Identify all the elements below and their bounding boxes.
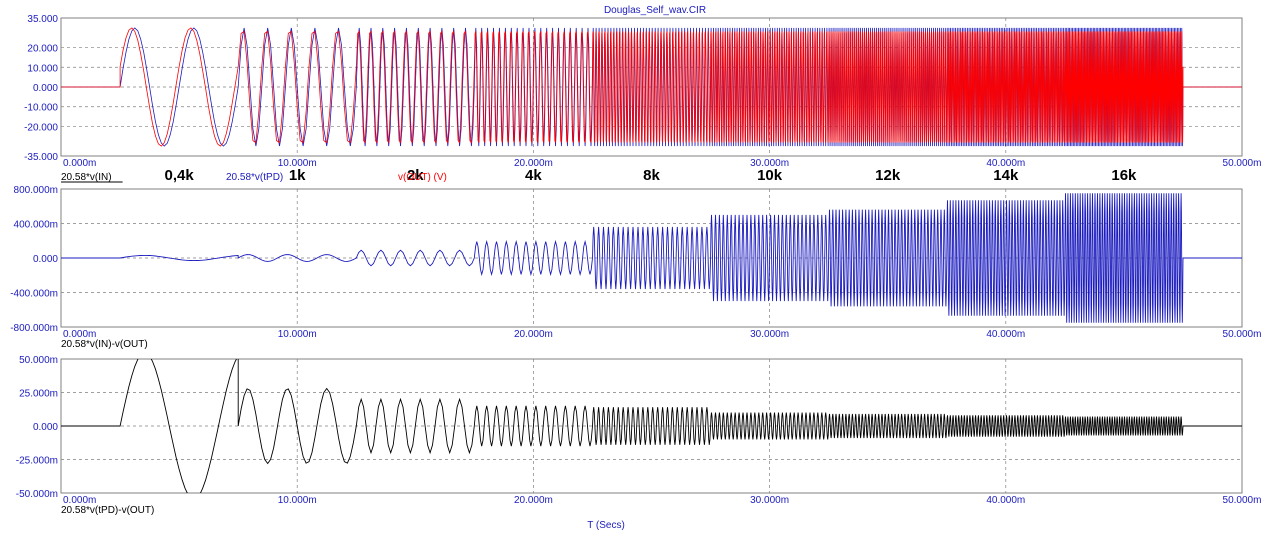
y-tick-label: 0.000 — [33, 254, 58, 265]
y-tick-label: 800.000m — [14, 185, 58, 196]
x-tick-label: 10.000m — [278, 495, 317, 506]
trace-difference — [61, 193, 1242, 323]
frequency-label: 16k — [1111, 167, 1137, 184]
panel-top: 35.000 20.000 10.000 0.000 -10.000 -20.000 -35… — [24, 14, 1261, 184]
y-tick-label: 10.000 — [27, 63, 58, 74]
legend-entry: 20.58*v(IN)-v(OUT) — [61, 339, 148, 350]
y-tick-label: 0.000 — [33, 422, 58, 433]
y-tick-label: -10.000 — [24, 103, 58, 114]
frequency-label: 10k — [757, 167, 783, 184]
x-tick-label: 50.000m — [1223, 329, 1262, 340]
x-tick-label: 20.000m — [514, 158, 553, 169]
y-tick-label: -20.000 — [24, 122, 58, 133]
legend-entry: v(OUT) (V) — [398, 172, 447, 183]
y-tick-label: -50.000m — [16, 489, 58, 500]
x-tick-label: 50.000m — [1223, 158, 1262, 169]
legend-entry: 20.58*v(IN) — [61, 172, 112, 183]
x-tick-label: 0.000m — [63, 495, 96, 506]
x-tick-label: 0.000m — [63, 158, 96, 169]
x-tick-label: 40.000m — [986, 158, 1025, 169]
y-tick-label: -35.000 — [24, 152, 58, 163]
chart-title: Douglas_Self_wav.CIR — [604, 5, 706, 16]
x-tick-label: 50.000m — [1223, 495, 1262, 506]
y-tick-label: 50.000m — [19, 355, 58, 366]
y-tick-label: 25.000m — [19, 389, 58, 400]
x-tick-label: 20.000m — [514, 495, 553, 506]
y-tick-label: -800.000m — [10, 323, 58, 334]
trace-out — [61, 27, 1242, 147]
x-tick-label: 40.000m — [986, 329, 1025, 340]
y-tick-label: 20.000 — [27, 44, 58, 55]
frequency-label: 2k — [407, 167, 424, 184]
x-tick-label: 30.000m — [750, 158, 789, 169]
y-tick-label: -25.000m — [16, 456, 58, 467]
x-tick-label: 10.000m — [278, 158, 317, 169]
panel-middle: 800.000m 400.000m 0.000 -400.000m -800.000m 0… — [10, 185, 1261, 350]
y-tick-label: 0.000 — [33, 83, 58, 94]
frequency-label: 8k — [643, 167, 660, 184]
x-tick-label: 30.000m — [750, 329, 789, 340]
x-tick-label: 10.000m — [278, 329, 317, 340]
trace-difference — [61, 359, 1242, 493]
frequency-label: 14k — [993, 167, 1019, 184]
legend-entry: 20.58*v(tPD) — [226, 172, 283, 183]
x-tick-label: 30.000m — [750, 495, 789, 506]
x-axis-label: T (Secs) — [587, 520, 625, 531]
y-tick-label: 35.000 — [27, 14, 58, 25]
panel-bottom: 50.000m 25.000m 0.000 -25.000m -50.000m 0.000… — [16, 355, 1262, 516]
x-tick-label: 20.000m — [514, 329, 553, 340]
legend-entry: 20.58*v(tPD)-v(OUT) — [61, 505, 154, 516]
y-tick-label: -400.000m — [10, 289, 58, 300]
frequency-label: 1k — [289, 167, 306, 184]
frequency-label: 12k — [875, 167, 901, 184]
x-tick-label: 40.000m — [986, 495, 1025, 506]
frequency-label: 0,4k — [164, 167, 194, 184]
x-tick-label: 0.000m — [63, 329, 96, 340]
frequency-label: 4k — [525, 167, 542, 184]
y-tick-label: 400.000m — [14, 220, 58, 231]
